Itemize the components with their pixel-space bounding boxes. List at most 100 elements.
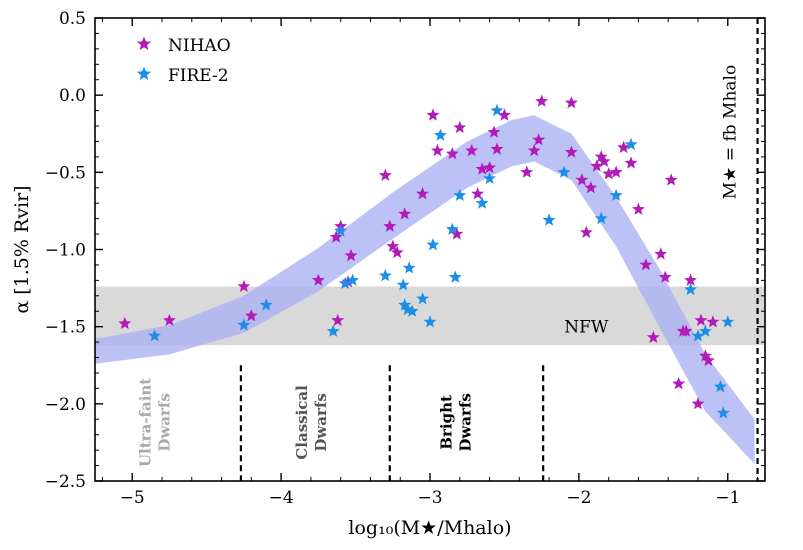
region-label-2: Bright Dwarfs xyxy=(437,393,474,451)
y-tick-label: −0.5 xyxy=(45,163,86,183)
legend: NIHAO FIRE-2 xyxy=(136,36,231,86)
region-label-0: Ultra-faint Dwarfs xyxy=(137,378,174,467)
region-label-line1-0: Ultra-faint xyxy=(137,378,155,467)
point-nihao-42 xyxy=(617,140,630,154)
point-nihao-4 xyxy=(311,273,325,286)
point-fire2-19 xyxy=(453,188,467,201)
point-nihao-19 xyxy=(450,227,464,240)
legend-label-fire2: FIRE-2 xyxy=(168,66,229,86)
y-tick-label: −2.5 xyxy=(45,472,86,492)
point-nihao-57 xyxy=(702,353,715,367)
point-nihao-38 xyxy=(594,150,608,163)
y-tick-label: 0.0 xyxy=(59,86,86,106)
region-label-line2-1: Dwarfs xyxy=(312,393,330,451)
axis-ticks-layer: −5 −4 −3 −2 −1 0.5 0.0 −0.5 −1.0 −1.5 −2.0 −2.5 xyxy=(45,9,765,508)
point-fire2-20 xyxy=(475,196,489,209)
point-nihao-16 xyxy=(426,108,440,121)
point-fire2-6 xyxy=(346,273,359,286)
x-tick-label: −3 xyxy=(417,488,442,508)
point-nihao-5 xyxy=(329,230,343,243)
x-tick-label: −4 xyxy=(269,488,294,508)
point-nihao-37 xyxy=(590,159,604,172)
point-nihao-30 xyxy=(532,133,546,146)
region-label-line1-1: Classical xyxy=(293,385,311,460)
point-fire2-13 xyxy=(416,292,429,305)
fb-line-label: M★ = fb Mhalo xyxy=(721,65,741,199)
point-nihao-41 xyxy=(609,165,623,178)
point-nihao-3 xyxy=(244,309,258,322)
point-nihao-47 xyxy=(654,247,668,260)
point-nihao-39 xyxy=(597,154,611,167)
point-nihao-40 xyxy=(602,167,616,180)
point-fire2-4 xyxy=(334,224,348,237)
point-nihao-28 xyxy=(520,165,534,178)
point-fire2-24 xyxy=(557,165,571,178)
y-tick-label: 0.5 xyxy=(59,9,86,29)
point-nihao-56 xyxy=(699,349,712,362)
point-nihao-22 xyxy=(471,187,485,200)
legend-star-icon-fire2 xyxy=(136,66,152,81)
point-fire2-3 xyxy=(326,324,340,337)
point-nihao-25 xyxy=(487,125,501,138)
point-nihao-34 xyxy=(575,173,589,186)
point-nihao-32 xyxy=(565,96,578,109)
point-nihao-52 xyxy=(679,324,693,337)
point-fire2-12 xyxy=(405,304,419,317)
region-label-line2-0: Dwarfs xyxy=(156,393,174,451)
point-fire2-28 xyxy=(684,282,697,296)
legend-item-fire2: FIRE-2 xyxy=(136,66,229,86)
y-tick-label: −1.0 xyxy=(45,241,86,261)
point-fire2-9 xyxy=(398,298,412,311)
region-labels-layer: Ultra-faint Dwarfs Classical Dwarfs Bright Dw… xyxy=(137,378,475,467)
point-nihao-18 xyxy=(445,147,459,160)
point-fire2-29 xyxy=(691,329,705,342)
point-nihao-53 xyxy=(684,273,697,286)
point-nihao-11 xyxy=(383,219,397,232)
legend-item-nihao: NIHAO xyxy=(136,36,231,56)
fit-band-layer xyxy=(95,115,755,464)
point-nihao-17 xyxy=(431,143,444,157)
legend-star-icon-nihao xyxy=(136,36,152,51)
point-nihao-33 xyxy=(565,145,578,158)
point-nihao-49 xyxy=(664,173,678,186)
point-fire2-5 xyxy=(338,276,352,289)
point-nihao-26 xyxy=(490,142,504,155)
data-points-layer xyxy=(118,94,735,419)
point-fire2-15 xyxy=(426,238,440,251)
point-fire2-17 xyxy=(445,222,459,235)
point-nihao-31 xyxy=(535,94,549,107)
point-fire2-14 xyxy=(423,315,437,328)
point-nihao-44 xyxy=(632,202,645,215)
point-fire2-1 xyxy=(237,318,251,331)
point-nihao-55 xyxy=(694,313,708,326)
point-nihao-7 xyxy=(331,313,345,326)
point-nihao-46 xyxy=(646,330,660,343)
point-nihao-1 xyxy=(163,313,176,326)
y-axis-title: α [1.5% Rvir] xyxy=(11,185,33,313)
region-label-line2-2: Dwarfs xyxy=(456,393,474,451)
point-nihao-29 xyxy=(527,143,541,157)
legend-star-icon xyxy=(136,66,152,81)
point-nihao-21 xyxy=(465,143,479,157)
point-fire2-0 xyxy=(148,329,161,342)
point-nihao-24 xyxy=(483,160,496,174)
point-fire2-7 xyxy=(378,268,392,282)
point-nihao-9 xyxy=(344,248,358,262)
point-nihao-43 xyxy=(624,156,638,169)
point-nihao-36 xyxy=(584,181,598,194)
point-fire2-32 xyxy=(716,406,730,419)
point-fire2-31 xyxy=(713,380,727,393)
point-nihao-12 xyxy=(386,239,400,252)
legend-star-icon xyxy=(136,36,152,51)
point-fire2-8 xyxy=(396,278,410,291)
point-nihao-50 xyxy=(672,377,686,390)
point-nihao-2 xyxy=(237,279,251,292)
point-fire2-18 xyxy=(448,270,462,283)
region-label-1: Classical Dwarfs xyxy=(293,385,330,460)
fit-band xyxy=(95,115,755,464)
x-tick-label: −5 xyxy=(120,488,145,508)
point-fire2-16 xyxy=(434,128,447,141)
point-nihao-27 xyxy=(498,108,511,121)
point-nihao-35 xyxy=(579,225,593,238)
point-fire2-21 xyxy=(483,171,496,184)
